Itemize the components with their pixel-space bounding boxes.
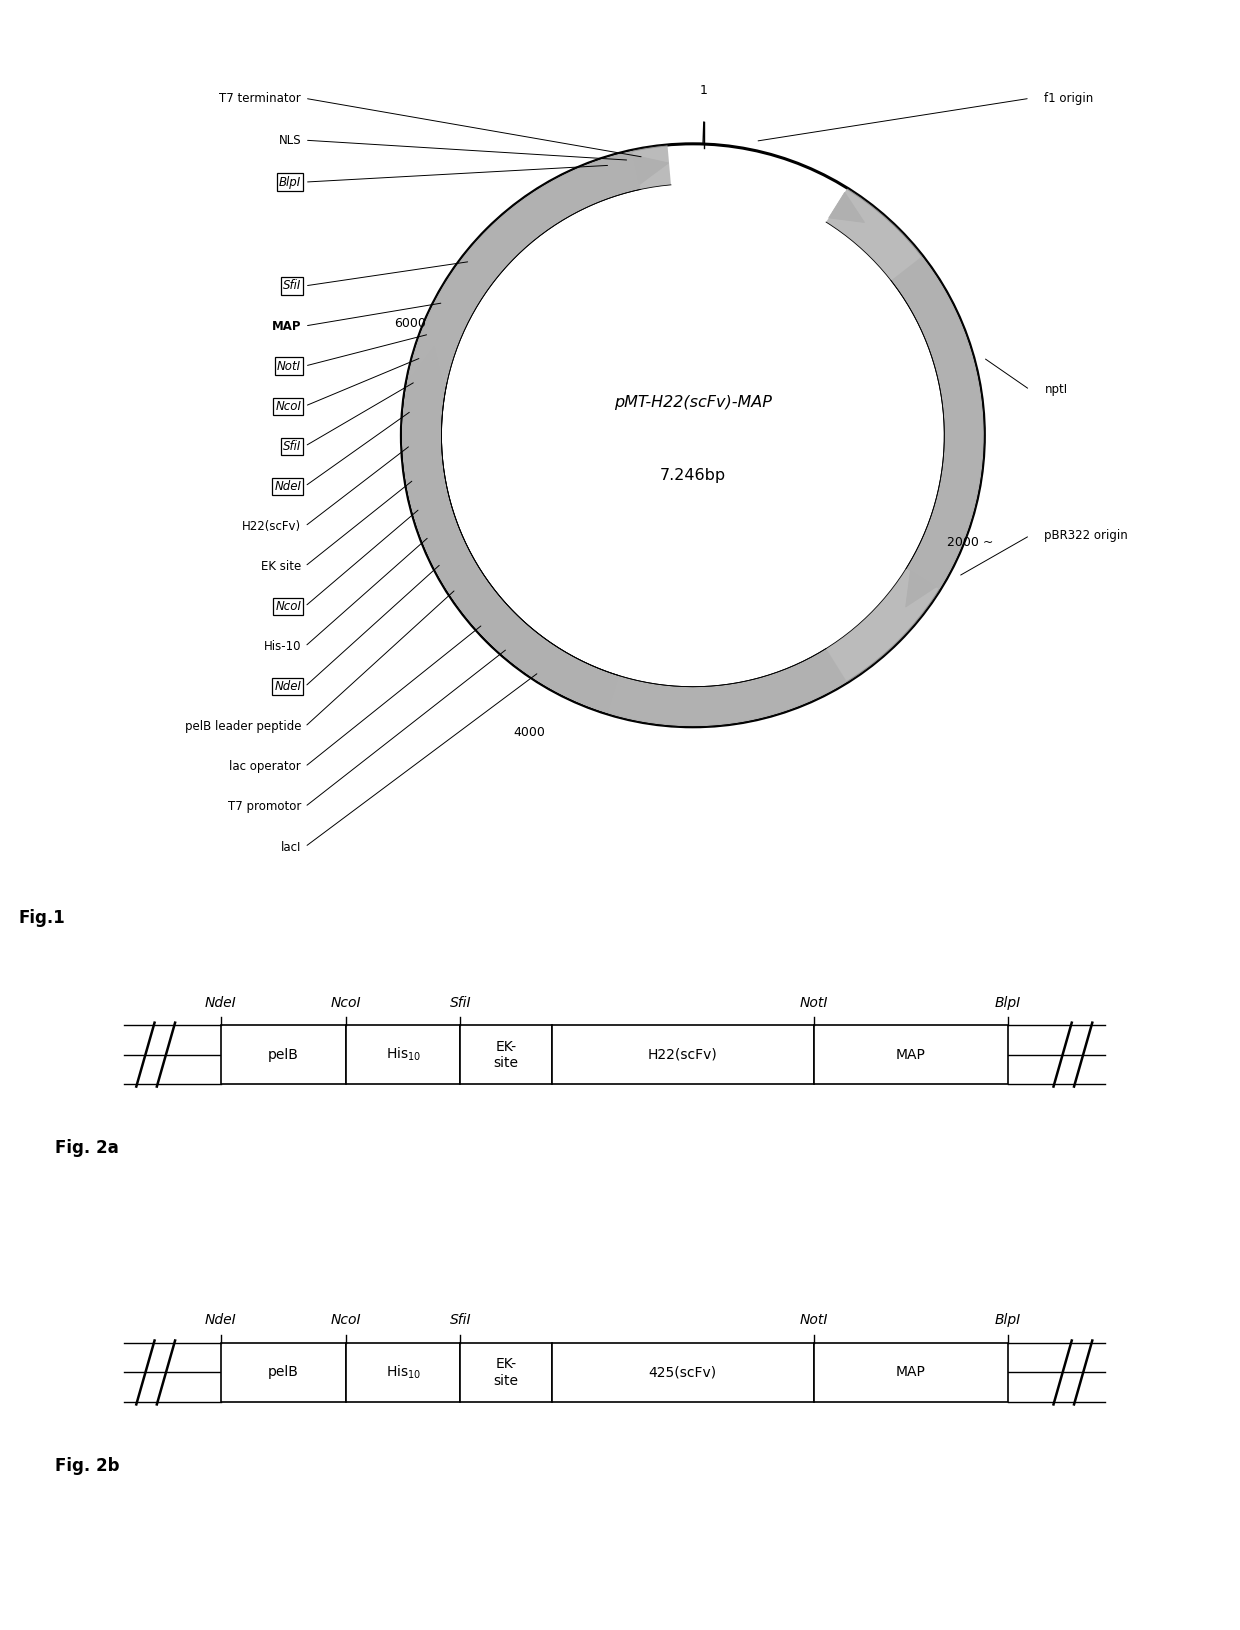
Bar	[460, 1343, 552, 1402]
Bar	[346, 1343, 460, 1402]
Text: NotI: NotI	[800, 1314, 828, 1327]
Text: Fig.1: Fig.1	[19, 910, 66, 927]
Text: 425(scFv): 425(scFv)	[649, 1366, 717, 1379]
Text: NotI: NotI	[277, 360, 301, 373]
Bar	[221, 1025, 346, 1084]
Text: NdeI: NdeI	[274, 479, 301, 492]
Text: T7 promotor: T7 promotor	[228, 800, 301, 813]
Polygon shape	[402, 150, 847, 727]
Text: NLS: NLS	[279, 134, 301, 147]
Text: SfiI: SfiI	[283, 279, 301, 292]
Text: pMT-H22(scFv)-MAP: pMT-H22(scFv)-MAP	[614, 394, 771, 411]
Text: 6000: 6000	[394, 316, 425, 329]
Text: Fig. 2a: Fig. 2a	[56, 1139, 119, 1157]
Text: H22(scFv): H22(scFv)	[242, 520, 301, 533]
Text: NcoI: NcoI	[331, 1314, 362, 1327]
Text: NcoI: NcoI	[275, 399, 301, 412]
Text: His-10: His-10	[264, 641, 301, 654]
Text: NotI: NotI	[800, 996, 828, 1009]
Text: lacI: lacI	[280, 841, 301, 854]
Polygon shape	[402, 145, 985, 727]
Text: 2000 ~: 2000 ~	[947, 536, 993, 549]
Polygon shape	[828, 192, 864, 222]
Text: BlpI: BlpI	[279, 176, 301, 189]
Bar	[552, 1343, 813, 1402]
Bar	[346, 1025, 460, 1084]
Text: Fig. 2b: Fig. 2b	[56, 1457, 120, 1475]
Text: T7 terminator: T7 terminator	[219, 91, 301, 104]
Text: NdeI: NdeI	[205, 1314, 237, 1327]
Bar	[221, 1343, 346, 1402]
Bar	[813, 1025, 1008, 1084]
Text: 7.246bp: 7.246bp	[660, 468, 725, 482]
Text: His$_{10}$: His$_{10}$	[386, 1046, 420, 1063]
Text: lac operator: lac operator	[229, 760, 301, 773]
Text: NcoI: NcoI	[275, 600, 301, 613]
Text: SfiI: SfiI	[283, 440, 301, 453]
Text: 1: 1	[699, 83, 708, 96]
Text: pelB leader peptide: pelB leader peptide	[185, 720, 301, 734]
Text: 4000: 4000	[513, 725, 546, 738]
Text: NcoI: NcoI	[331, 996, 362, 1009]
Polygon shape	[892, 256, 985, 590]
Text: SfiI: SfiI	[449, 1314, 471, 1327]
Text: EK-
site: EK- site	[494, 1040, 518, 1069]
Text: pBR322 origin: pBR322 origin	[1044, 530, 1128, 543]
Text: NdeI: NdeI	[274, 680, 301, 693]
Text: MAP: MAP	[897, 1366, 926, 1379]
Text: His$_{10}$: His$_{10}$	[386, 1364, 420, 1381]
Text: MAP: MAP	[897, 1048, 926, 1061]
Text: BlpI: BlpI	[994, 996, 1021, 1009]
Polygon shape	[402, 375, 619, 714]
Polygon shape	[905, 570, 936, 606]
Text: BlpI: BlpI	[994, 1314, 1021, 1327]
Text: NdeI: NdeI	[205, 996, 237, 1009]
Text: pelB: pelB	[268, 1366, 299, 1379]
Text: EK-
site: EK- site	[494, 1358, 518, 1387]
Bar	[813, 1343, 1008, 1402]
Text: MAP: MAP	[272, 319, 301, 333]
Bar	[552, 1025, 813, 1084]
Text: nptI: nptI	[1044, 383, 1068, 396]
Text: f1 origin: f1 origin	[1044, 91, 1094, 104]
Text: pelB: pelB	[268, 1048, 299, 1061]
Polygon shape	[634, 155, 668, 184]
Text: EK site: EK site	[260, 561, 301, 574]
Bar	[460, 1025, 552, 1084]
Polygon shape	[413, 347, 443, 381]
Text: SfiI: SfiI	[449, 996, 471, 1009]
Text: H22(scFv): H22(scFv)	[647, 1048, 718, 1061]
